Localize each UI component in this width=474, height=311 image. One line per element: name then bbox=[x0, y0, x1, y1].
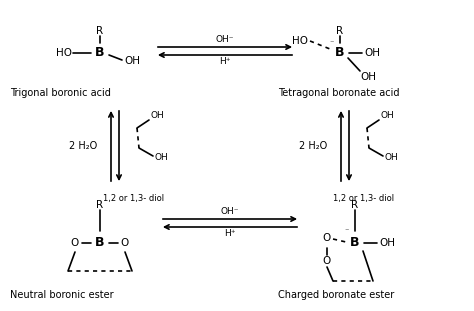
Text: OH: OH bbox=[151, 112, 165, 120]
Text: R: R bbox=[96, 200, 103, 210]
Text: OH: OH bbox=[360, 72, 376, 82]
Text: 2 H₂O: 2 H₂O bbox=[69, 141, 97, 151]
Text: R: R bbox=[96, 26, 103, 36]
Text: OH: OH bbox=[381, 112, 395, 120]
Text: R: R bbox=[351, 200, 358, 210]
Text: B: B bbox=[95, 236, 105, 249]
Text: 1,2 or 1,3- diol: 1,2 or 1,3- diol bbox=[333, 193, 394, 202]
Text: R: R bbox=[337, 26, 344, 36]
Text: O: O bbox=[323, 256, 331, 266]
Text: H⁺: H⁺ bbox=[224, 230, 236, 239]
Text: OH: OH bbox=[124, 56, 140, 66]
Text: OH: OH bbox=[379, 238, 395, 248]
Text: OH: OH bbox=[155, 154, 169, 163]
Text: 1,2 or 1,3- diol: 1,2 or 1,3- diol bbox=[103, 193, 164, 202]
Text: OH⁻: OH⁻ bbox=[221, 207, 239, 216]
Text: ⁻: ⁻ bbox=[330, 39, 334, 48]
Text: HO: HO bbox=[56, 48, 72, 58]
Text: Charged boronate ester: Charged boronate ester bbox=[278, 290, 394, 300]
Text: B: B bbox=[350, 236, 360, 249]
Text: ⁻: ⁻ bbox=[345, 226, 349, 235]
Text: OH⁻: OH⁻ bbox=[216, 35, 234, 44]
Text: Tetragonal boronate acid: Tetragonal boronate acid bbox=[278, 88, 400, 98]
Text: O: O bbox=[71, 238, 79, 248]
Text: OH: OH bbox=[385, 154, 399, 163]
Text: OH: OH bbox=[364, 48, 380, 58]
Text: O: O bbox=[121, 238, 129, 248]
Text: B: B bbox=[95, 47, 105, 59]
Text: Neutral boronic ester: Neutral boronic ester bbox=[10, 290, 114, 300]
Text: HO: HO bbox=[292, 36, 308, 46]
Text: B: B bbox=[335, 47, 345, 59]
Text: 2 H₂O: 2 H₂O bbox=[299, 141, 327, 151]
Text: Trigonal boronic acid: Trigonal boronic acid bbox=[10, 88, 111, 98]
Text: H⁺: H⁺ bbox=[219, 58, 231, 67]
Text: O: O bbox=[323, 233, 331, 243]
